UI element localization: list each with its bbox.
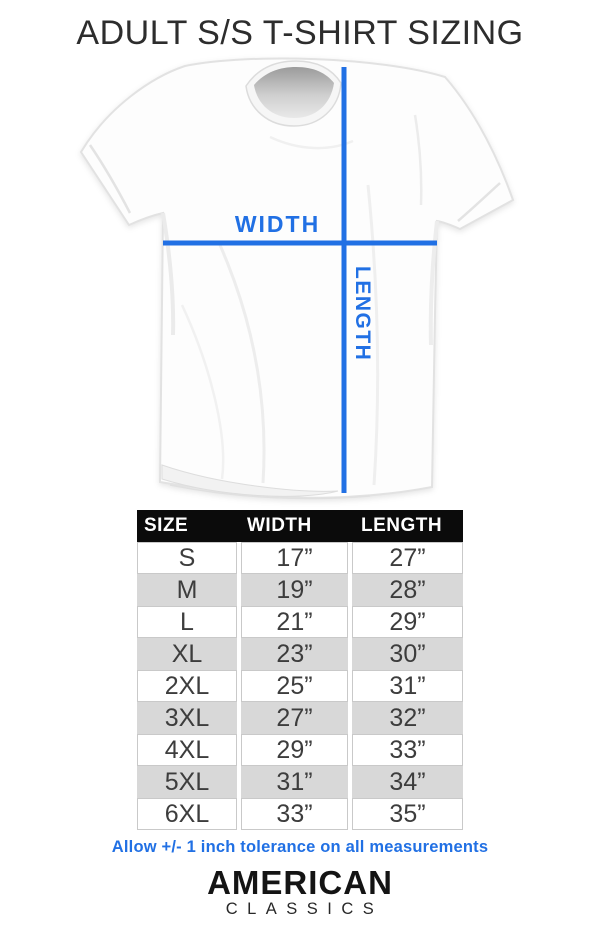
size-cell: XL <box>137 638 237 670</box>
table-row: 4XL 29” 33” <box>137 734 463 766</box>
length-cell: 30” <box>352 638 463 670</box>
table-row: 2XL 25” 31” <box>137 670 463 702</box>
length-measure-line <box>341 67 347 493</box>
size-cell: M <box>137 574 237 606</box>
width-cell: 27” <box>241 702 348 734</box>
length-cell: 35” <box>352 798 463 830</box>
table-row: S 17” 27” <box>137 542 463 574</box>
size-cell: S <box>137 542 237 574</box>
header-length: LENGTH <box>361 515 443 536</box>
header-size: SIZE <box>144 515 189 536</box>
width-cell: 21” <box>241 606 348 638</box>
size-cell: 6XL <box>137 798 237 830</box>
tolerance-note: Allow +/- 1 inch tolerance on all measur… <box>111 838 489 856</box>
size-chart-header: SIZE WIDTH LENGTH <box>137 510 463 542</box>
size-cell: L <box>137 606 237 638</box>
length-cell: 32” <box>352 702 463 734</box>
length-cell: 27” <box>352 542 463 574</box>
brand-subtitle: CLASSICS <box>225 900 384 918</box>
length-label: LENGTH <box>351 266 374 362</box>
length-cell: 31” <box>352 670 463 702</box>
table-row: L 21” 29” <box>137 606 463 638</box>
table-row: 5XL 31” 34” <box>137 766 463 798</box>
length-cell: 29” <box>352 606 463 638</box>
size-cell: 3XL <box>137 702 237 734</box>
length-cell: 28” <box>352 574 463 606</box>
brand-name: AMERICAN <box>207 864 393 901</box>
width-cell: 17” <box>241 542 348 574</box>
size-cell: 4XL <box>137 734 237 766</box>
length-cell: 34” <box>352 766 463 798</box>
tshirt-image <box>79 57 515 500</box>
size-chart-body: S 17” 27” M 19” 28” L 21” 29” XL 23” 30” 2XL 25” 31” 3X… <box>137 542 463 830</box>
tshirt-body <box>79 57 515 499</box>
width-cell: 19” <box>241 574 348 606</box>
width-measure-line <box>163 240 437 246</box>
width-cell: 33” <box>241 798 348 830</box>
width-label: WIDTH <box>234 211 321 237</box>
table-row: M 19” 28” <box>137 574 463 606</box>
size-cell: 5XL <box>137 766 237 798</box>
width-cell: 23” <box>241 638 348 670</box>
size-cell: 2XL <box>137 670 237 702</box>
length-cell: 33” <box>352 734 463 766</box>
brand-logo: AMERICAN CLASSICS <box>0 866 600 919</box>
page-title: ADULT S/S T-SHIRT SIZING <box>76 14 524 52</box>
size-chart-table: SIZE WIDTH LENGTH S 17” 27” M 19” 28” L 21” 29” X… <box>137 510 463 830</box>
width-cell: 25” <box>241 670 348 702</box>
width-cell: 31” <box>241 766 348 798</box>
table-row: XL 23” 30” <box>137 638 463 670</box>
tshirt-diagram: WIDTH LENGTH <box>70 55 520 505</box>
table-row: 3XL 27” 32” <box>137 702 463 734</box>
header-width: WIDTH <box>247 515 312 536</box>
width-cell: 29” <box>241 734 348 766</box>
table-row: 6XL 33” 35” <box>137 798 463 830</box>
